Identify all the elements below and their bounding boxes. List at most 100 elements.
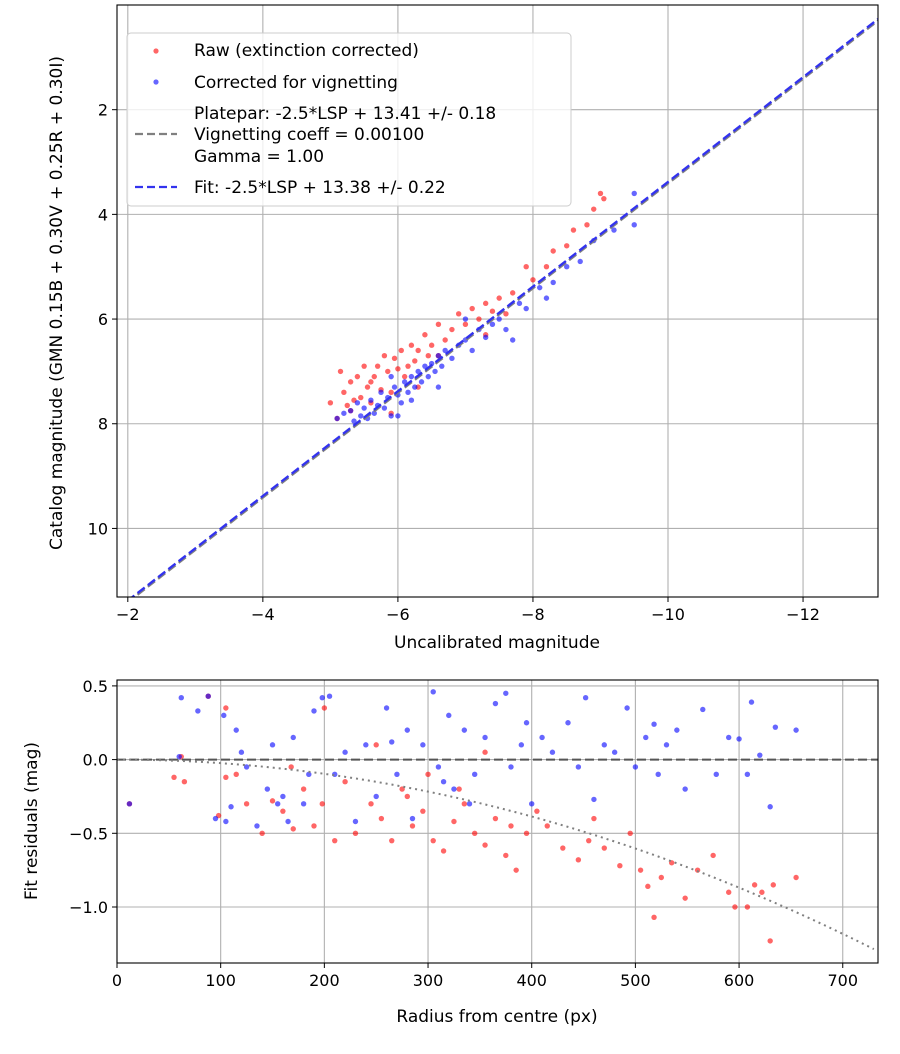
data-point (469, 347, 475, 354)
data-point (744, 771, 751, 778)
data-point (401, 379, 408, 385)
data-point (420, 742, 426, 748)
data-point (543, 295, 550, 301)
data-point (425, 352, 431, 359)
top-y-axis-label: Catalog magnitude (GMN 0.15B + 0.30V + 0… (47, 56, 67, 550)
x-tick-label: −8 (521, 605, 545, 624)
y-tick-label: 8 (98, 415, 108, 434)
data-point (361, 405, 367, 411)
data-point (482, 734, 488, 741)
data-point (243, 801, 250, 807)
data-point (311, 708, 317, 714)
data-point (503, 311, 509, 317)
top-x-axis-label: Uncalibrated magnitude (394, 633, 600, 653)
data-point (529, 801, 535, 807)
data-point (744, 904, 751, 910)
data-point (449, 355, 455, 362)
data-point (228, 804, 234, 810)
data-point (181, 779, 188, 785)
data-point (388, 373, 394, 380)
data-point (651, 914, 657, 921)
data-point (713, 771, 719, 778)
x-tick-label: 700 (827, 971, 858, 990)
data-point (674, 727, 680, 733)
data-point (492, 815, 499, 822)
data-point (126, 801, 133, 807)
data-point (539, 734, 545, 741)
data-point (544, 823, 550, 829)
data-point (405, 363, 411, 369)
plot-area (130, 18, 878, 597)
data-point (409, 823, 416, 829)
data-point (560, 845, 566, 851)
data-point (374, 363, 381, 369)
data-point (347, 407, 354, 414)
data-point (395, 413, 401, 419)
x-tick-label: 200 (309, 971, 340, 990)
data-point (726, 734, 732, 741)
data-point (269, 798, 276, 804)
x-tick-label: 100 (205, 971, 236, 990)
x-tick-label: −12 (786, 605, 820, 624)
data-point (508, 823, 514, 829)
data-point (290, 734, 296, 741)
bottom-x-axis-label: Radius from centre (px) (396, 1007, 597, 1027)
data-point (631, 190, 637, 197)
data-point (398, 400, 404, 406)
legend-label-fit: Fit: -2.5*LSP + 13.38 +/- 0.22 (194, 178, 446, 198)
y-tick-label: 2 (98, 101, 108, 120)
data-point (327, 400, 334, 406)
bottom-y-axis-label: Fit residuals (mag) (22, 742, 42, 900)
bottom-axes-residuals-plot: 0 100 200 300 400 500 600 700 0.5 0.0 −0.5 −1.0 (69, 677, 879, 990)
data-point (358, 413, 364, 419)
data-point (371, 410, 377, 416)
axes-frame (116, 4, 879, 598)
data-point (565, 720, 571, 726)
data-point (435, 321, 442, 327)
data-point (523, 264, 529, 270)
data-point (368, 801, 374, 807)
data-point (503, 690, 509, 696)
data-point (264, 786, 271, 792)
data-point (412, 384, 418, 390)
data-point (212, 815, 219, 822)
data-point (415, 368, 421, 375)
data-point (321, 705, 328, 711)
data-point (645, 883, 651, 890)
data-point (381, 352, 388, 359)
data-point (624, 705, 630, 711)
data-point (221, 712, 227, 719)
data-point (537, 284, 543, 291)
y-tick-label: 10 (88, 519, 108, 538)
data-point (631, 222, 637, 228)
data-point (658, 874, 665, 881)
data-point (404, 793, 410, 800)
data-point (422, 332, 428, 338)
x-tick-label: 400 (516, 971, 547, 990)
data-point (637, 867, 644, 873)
data-point (564, 264, 570, 270)
legend-marker-raw (153, 48, 159, 54)
data-point (425, 373, 431, 380)
data-point (300, 801, 307, 807)
data-point (564, 243, 570, 249)
data-point (422, 363, 428, 369)
data-point (334, 415, 340, 422)
data-point (451, 786, 457, 792)
data-point (371, 373, 377, 380)
data-point (462, 316, 469, 322)
data-point (482, 842, 488, 848)
data-point (471, 771, 478, 778)
data-point (601, 845, 607, 851)
data-point (176, 753, 182, 760)
data-point (617, 863, 623, 869)
data-point (732, 904, 738, 910)
data-point (482, 749, 488, 755)
series-corrected (334, 190, 637, 424)
data-point (290, 826, 296, 832)
data-point (432, 368, 438, 375)
data-point (682, 786, 688, 792)
data-point (388, 389, 394, 396)
x-tick-label: 0 (112, 971, 122, 990)
